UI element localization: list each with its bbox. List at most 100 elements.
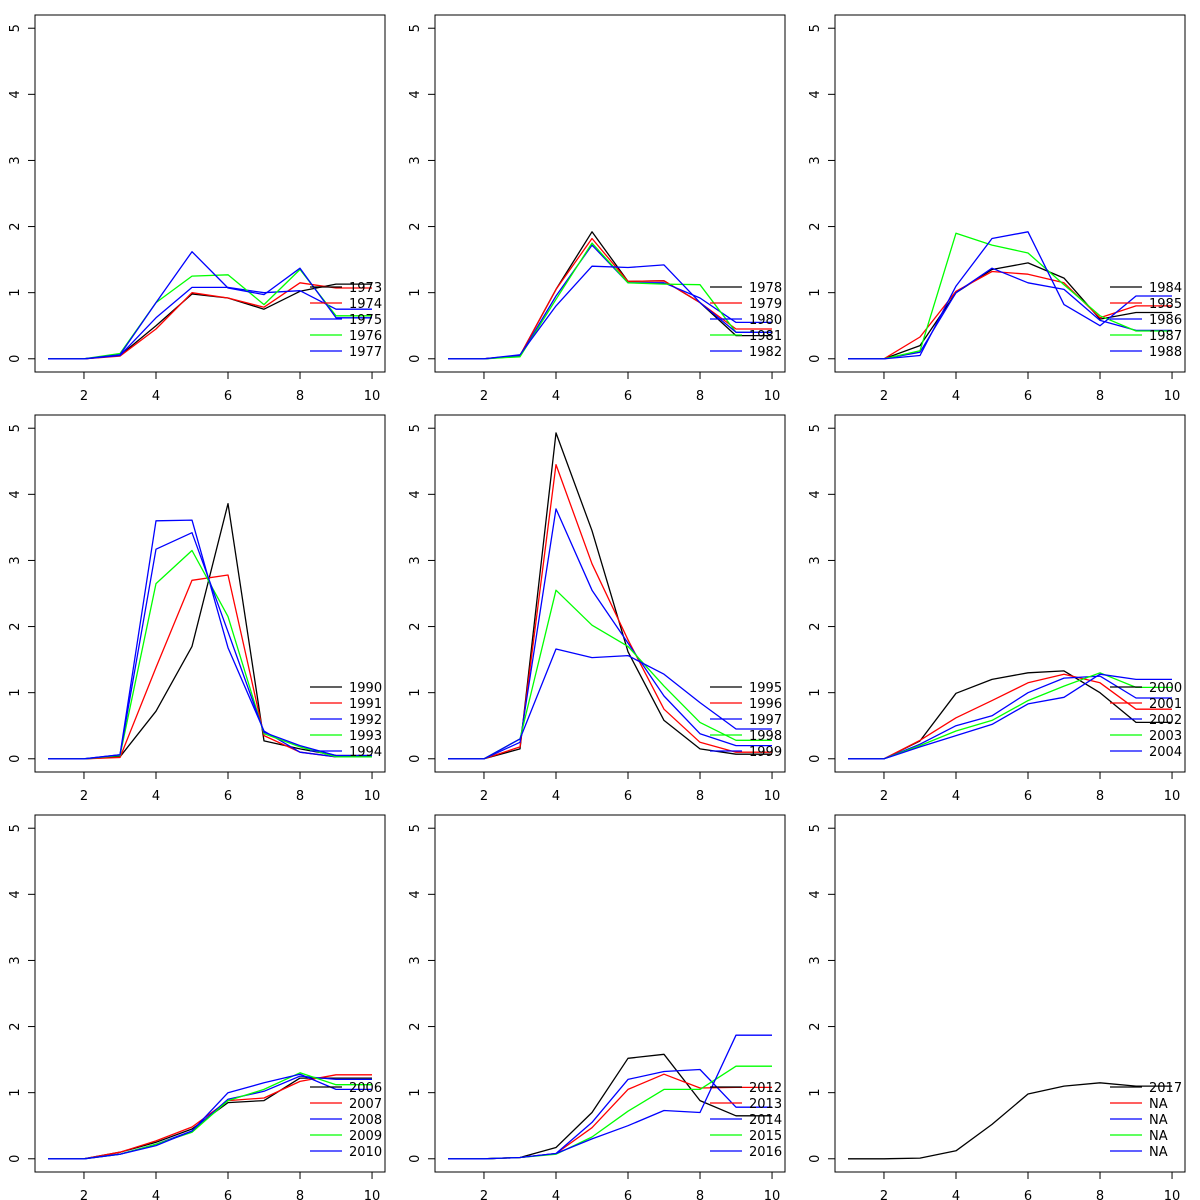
legend-label: 1977 bbox=[349, 345, 382, 360]
x-tick-label: 10 bbox=[1164, 789, 1181, 804]
legend-label: 1996 bbox=[749, 697, 782, 712]
legend-label: 1990 bbox=[349, 681, 382, 696]
series-line bbox=[848, 231, 1172, 360]
x-tick-label: 6 bbox=[624, 789, 632, 804]
y-tick-label: 3 bbox=[808, 156, 823, 164]
y-tick-label: 4 bbox=[408, 490, 423, 498]
series-line bbox=[48, 268, 372, 360]
series-line bbox=[48, 282, 372, 360]
x-tick-label: 2 bbox=[480, 1189, 488, 1200]
legend-label: NA bbox=[1149, 1145, 1168, 1160]
legend-label: 1979 bbox=[749, 297, 782, 312]
x-tick-label: 4 bbox=[952, 1189, 960, 1200]
legend-label: NA bbox=[1149, 1113, 1168, 1128]
y-tick-label: 2 bbox=[408, 1022, 423, 1030]
x-tick-label: 6 bbox=[224, 1189, 232, 1200]
y-tick-label: 1 bbox=[808, 1089, 823, 1097]
legend-label: 1981 bbox=[749, 329, 782, 344]
x-tick-label: 4 bbox=[952, 389, 960, 404]
y-tick-label: 5 bbox=[8, 424, 23, 432]
x-tick-label: 2 bbox=[80, 789, 88, 804]
y-tick-label: 5 bbox=[408, 24, 423, 32]
y-tick-label: 5 bbox=[408, 824, 423, 832]
y-tick-label: 0 bbox=[408, 355, 423, 363]
y-tick-label: 3 bbox=[408, 956, 423, 964]
x-tick-label: 2 bbox=[480, 789, 488, 804]
y-tick-label: 1 bbox=[8, 289, 23, 297]
y-tick-label: 3 bbox=[408, 156, 423, 164]
y-tick-label: 3 bbox=[8, 956, 23, 964]
y-tick-label: 0 bbox=[808, 355, 823, 363]
legend-label: 1975 bbox=[349, 313, 382, 328]
x-tick-label: 4 bbox=[152, 389, 160, 404]
legend-label: 1995 bbox=[749, 681, 782, 696]
legend-label: 1993 bbox=[349, 729, 382, 744]
legend-label: 1992 bbox=[349, 713, 382, 728]
series-line bbox=[848, 262, 1172, 360]
series-line bbox=[448, 648, 772, 760]
series-line bbox=[48, 251, 372, 360]
y-tick-label: 4 bbox=[808, 490, 823, 498]
series-line bbox=[448, 264, 772, 360]
x-tick-label: 8 bbox=[1096, 1189, 1104, 1200]
y-tick-label: 0 bbox=[808, 1155, 823, 1163]
series-line bbox=[848, 673, 1172, 760]
series-line bbox=[448, 231, 772, 360]
legend-label: 2014 bbox=[749, 1113, 782, 1128]
y-tick-label: 5 bbox=[808, 24, 823, 32]
legend-label: 2000 bbox=[1149, 681, 1182, 696]
legend-label: 2003 bbox=[1149, 729, 1182, 744]
x-tick-label: 8 bbox=[696, 789, 704, 804]
legend-label: 2009 bbox=[349, 1129, 382, 1144]
series-line bbox=[848, 1082, 1172, 1160]
y-tick-label: 0 bbox=[8, 1155, 23, 1163]
y-tick-label: 2 bbox=[408, 622, 423, 630]
y-tick-label: 5 bbox=[8, 824, 23, 832]
series-line bbox=[48, 286, 372, 360]
x-tick-label: 6 bbox=[624, 1189, 632, 1200]
x-tick-label: 10 bbox=[764, 1189, 781, 1200]
y-tick-label: 3 bbox=[8, 156, 23, 164]
x-tick-label: 10 bbox=[764, 789, 781, 804]
x-tick-label: 10 bbox=[1164, 1189, 1181, 1200]
legend-label: 2002 bbox=[1149, 713, 1182, 728]
legend-label: NA bbox=[1149, 1129, 1168, 1144]
plot-frame bbox=[834, 14, 1186, 373]
legend-label: 1994 bbox=[349, 745, 382, 760]
y-tick-label: 0 bbox=[408, 755, 423, 763]
y-tick-label: 5 bbox=[8, 24, 23, 32]
x-tick-label: 8 bbox=[1096, 389, 1104, 404]
series-line bbox=[48, 574, 372, 760]
legend-label: 1987 bbox=[1149, 329, 1182, 344]
x-tick-label: 2 bbox=[880, 789, 888, 804]
y-tick-label: 4 bbox=[8, 490, 23, 498]
series-line bbox=[48, 532, 372, 760]
series-line bbox=[848, 267, 1172, 360]
x-tick-label: 10 bbox=[1164, 389, 1181, 404]
legend-label: 2007 bbox=[349, 1097, 382, 1112]
legend-label: 2012 bbox=[749, 1081, 782, 1096]
series-line bbox=[848, 672, 1172, 760]
x-tick-label: 6 bbox=[1024, 789, 1032, 804]
x-tick-label: 4 bbox=[552, 789, 560, 804]
legend-label: 1986 bbox=[1149, 313, 1182, 328]
legend-label: 1978 bbox=[749, 281, 782, 296]
series-line bbox=[448, 1068, 772, 1160]
legend-label: 2001 bbox=[1149, 697, 1182, 712]
y-tick-label: 0 bbox=[408, 1155, 423, 1163]
legend-label: 2004 bbox=[1149, 745, 1182, 760]
y-tick-label: 3 bbox=[808, 956, 823, 964]
y-tick-label: 4 bbox=[408, 890, 423, 898]
x-tick-label: 8 bbox=[296, 389, 304, 404]
legend-label: 1997 bbox=[749, 713, 782, 728]
x-tick-label: 6 bbox=[1024, 389, 1032, 404]
